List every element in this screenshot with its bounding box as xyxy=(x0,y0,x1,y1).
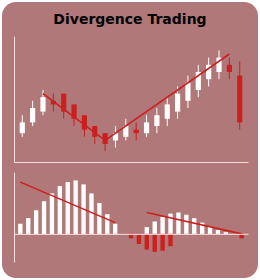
macd-bar xyxy=(160,217,164,234)
trend-line xyxy=(43,94,105,141)
candle-body xyxy=(134,130,139,134)
y-axis-line xyxy=(14,173,15,263)
y-axis xyxy=(14,37,15,163)
macd-bar xyxy=(26,218,30,234)
macd-bar xyxy=(58,186,62,234)
x-axis-line xyxy=(15,234,249,235)
macd-bar xyxy=(34,210,38,234)
macd-bar xyxy=(50,193,54,234)
candle-body xyxy=(40,97,45,111)
macd-bar xyxy=(66,182,70,234)
macd-bar xyxy=(42,201,46,234)
x-axis-line xyxy=(15,162,249,163)
candle-body xyxy=(227,65,232,72)
macd-bar xyxy=(184,215,188,234)
chart: Divergence Trading xyxy=(0,0,260,280)
macd-bar xyxy=(224,232,228,234)
macd-plot xyxy=(18,180,244,251)
candle-body xyxy=(185,83,190,101)
macd-bar xyxy=(168,214,172,234)
title: Divergence Trading xyxy=(53,11,206,27)
y-axis xyxy=(14,173,15,263)
macd-bar xyxy=(153,222,157,234)
macd-bar xyxy=(97,203,101,234)
macd-bar xyxy=(105,214,109,234)
candle-body xyxy=(165,104,170,118)
candle-body xyxy=(144,122,149,133)
macd-bar xyxy=(216,230,220,234)
macd-bar xyxy=(160,234,164,251)
macd-bar xyxy=(176,213,180,234)
macd-bar xyxy=(137,234,141,244)
macd-bar xyxy=(145,227,149,234)
candle-body xyxy=(82,115,87,129)
candle-plot xyxy=(20,50,243,151)
candle-body xyxy=(30,108,35,122)
macd-bar xyxy=(153,234,157,252)
macd-bar xyxy=(168,234,172,246)
candle-body xyxy=(20,122,25,133)
x-axis xyxy=(15,162,249,163)
macd-bar xyxy=(113,224,117,234)
macd-bar xyxy=(192,218,196,234)
candle-body xyxy=(175,94,180,112)
x-axis xyxy=(15,234,249,235)
trend-line xyxy=(20,182,115,223)
candle-body xyxy=(237,76,242,123)
macd-bar xyxy=(18,224,22,234)
trend-line xyxy=(105,54,229,140)
macd-bar xyxy=(145,234,149,250)
y-axis-line xyxy=(14,37,15,163)
candle-body xyxy=(154,115,159,126)
trend-line xyxy=(147,213,242,234)
card xyxy=(2,2,258,278)
